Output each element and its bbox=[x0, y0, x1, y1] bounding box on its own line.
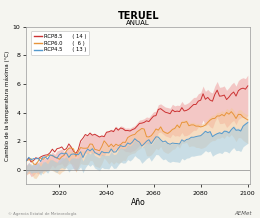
Text: © Agencia Estatal de Meteorología: © Agencia Estatal de Meteorología bbox=[8, 212, 76, 216]
Legend: RCP8.5      ( 14 ), RCP6.0      (  6 ), RCP4.5      ( 13 ): RCP8.5 ( 14 ), RCP6.0 ( 6 ), RCP4.5 ( 13… bbox=[31, 31, 89, 55]
Title: TERUEL: TERUEL bbox=[118, 11, 159, 21]
X-axis label: Año: Año bbox=[131, 198, 146, 207]
Text: ANUAL: ANUAL bbox=[126, 20, 150, 26]
Text: AEMet: AEMet bbox=[235, 211, 252, 216]
Y-axis label: Cambio de la temperatura máxima (°C): Cambio de la temperatura máxima (°C) bbox=[4, 50, 10, 161]
